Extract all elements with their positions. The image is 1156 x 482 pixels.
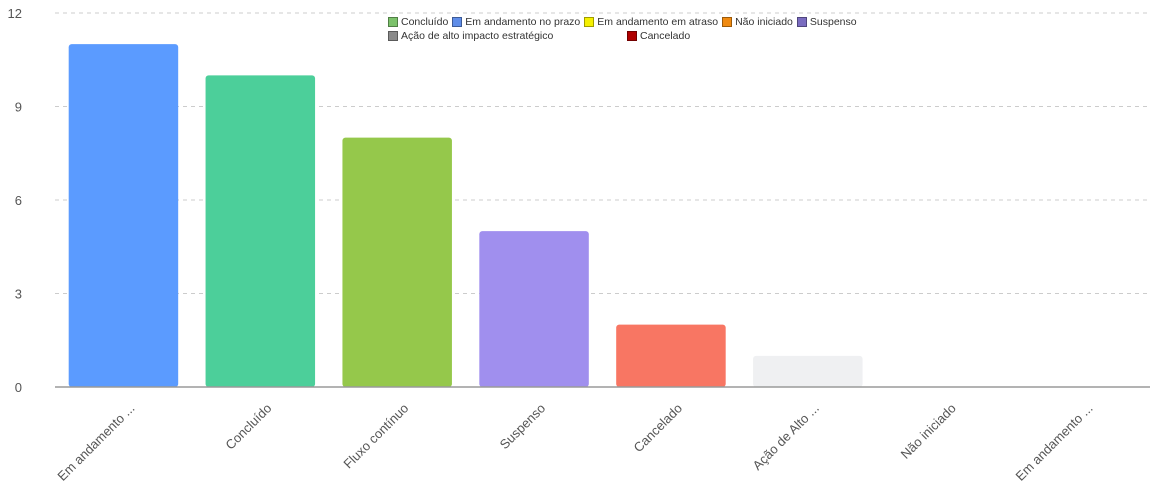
bar[interactable] <box>68 44 179 388</box>
x-axis: Em andamento ... Concluído Fluxo contínuo S… <box>54 401 1095 482</box>
x-tick-label: Em andamento ... <box>54 401 137 482</box>
legend-label: Não iniciado <box>735 16 793 28</box>
bar[interactable] <box>205 75 316 387</box>
legend-item-em-andamento-no-prazo[interactable]: Em andamento no prazo <box>452 15 580 29</box>
x-tick-label: Cancelado <box>631 401 686 456</box>
legend-item-em-andamento-em-atraso[interactable]: Em andamento em atraso <box>584 15 718 29</box>
legend-swatch <box>584 17 595 27</box>
chart-grid <box>55 12 1150 294</box>
x-tick-label: Não iniciado <box>898 401 959 462</box>
x-tick-label: Ação de Alto ... <box>749 401 821 473</box>
legend-label: Concluído <box>401 16 449 28</box>
x-tick-label: Concluído <box>222 401 274 453</box>
legend-item-nao-iniciado[interactable]: Não iniciado <box>722 15 793 29</box>
legend-label: Em andamento no prazo <box>465 16 581 28</box>
bar[interactable] <box>616 324 726 387</box>
legend-item-cancelado[interactable]: Cancelado <box>627 29 690 43</box>
y-tick-label: 0 <box>15 380 22 395</box>
y-tick-label: 12 <box>8 6 22 21</box>
bars <box>68 44 863 388</box>
legend-item-acao-de-alto-impacto[interactable]: Ação de alto impacto estratégico <box>388 29 623 43</box>
legend: Concluído Em andamento no prazo Em andam… <box>388 15 988 43</box>
legend-label: Cancelado <box>640 30 691 42</box>
x-tick-label: Fluxo contínuo <box>340 401 411 472</box>
legend-swatch <box>722 17 733 27</box>
legend-swatch <box>388 17 398 27</box>
x-tick-label: Suspenso <box>497 401 548 452</box>
legend-label: Em andamento em atraso <box>597 16 719 28</box>
legend-row: Ação de alto impacto estratégico Cancela… <box>388 29 988 43</box>
bar[interactable] <box>342 137 452 387</box>
bar[interactable] <box>479 231 589 387</box>
y-tick-label: 3 <box>15 287 22 302</box>
legend-label: Suspenso <box>809 16 857 28</box>
y-tick-label: 6 <box>15 193 22 208</box>
legend-swatch <box>796 17 807 27</box>
legend-item-suspenso[interactable]: Suspenso <box>796 15 857 29</box>
legend-swatch <box>388 31 398 41</box>
x-tick-label: Em andamento ... <box>1013 401 1096 482</box>
y-axis: 0 3 6 9 12 <box>8 6 22 395</box>
legend-item-concluido[interactable]: Concluído <box>388 15 448 29</box>
y-tick-label: 9 <box>15 100 22 115</box>
bar[interactable] <box>753 355 863 387</box>
legend-row: Concluído Em andamento no prazo Em andam… <box>388 15 988 29</box>
legend-swatch <box>627 31 637 41</box>
legend-swatch <box>452 17 463 27</box>
legend-label: Ação de alto impacto estratégico <box>401 30 554 42</box>
